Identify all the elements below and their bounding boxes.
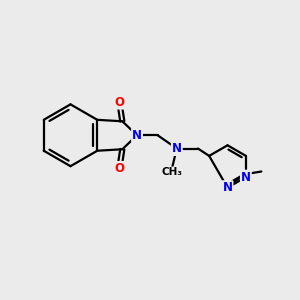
Text: N: N — [241, 171, 251, 184]
Text: N: N — [172, 142, 182, 155]
Text: O: O — [114, 96, 124, 109]
Text: N: N — [132, 129, 142, 142]
Text: O: O — [114, 162, 124, 175]
Text: N: N — [223, 181, 232, 194]
Text: CH₃: CH₃ — [162, 167, 183, 177]
